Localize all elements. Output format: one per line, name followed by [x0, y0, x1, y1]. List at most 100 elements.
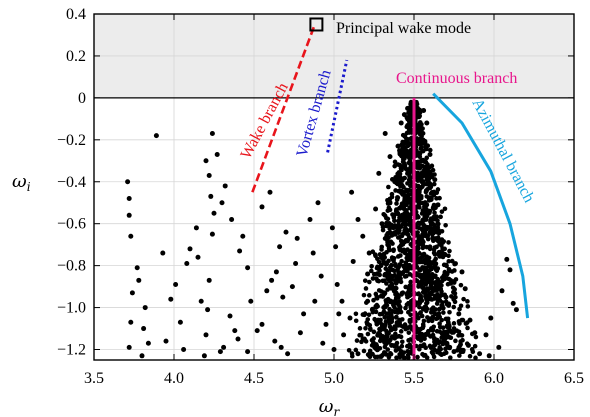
data-point [424, 188, 429, 194]
data-point [473, 355, 478, 361]
data-point [390, 232, 396, 237]
data-point [398, 204, 404, 209]
data-point [141, 326, 147, 332]
data-point [456, 319, 462, 324]
data-point [428, 264, 433, 269]
data-point [245, 349, 251, 355]
data-point [426, 180, 432, 186]
data-point [377, 333, 383, 339]
data-point [432, 236, 437, 241]
branch-vortex-branch [326, 59, 349, 153]
data-point [378, 327, 384, 333]
data-point [421, 182, 426, 188]
data-point [378, 293, 384, 299]
data-point [384, 220, 389, 226]
data-point [388, 298, 393, 304]
data-point [408, 312, 413, 318]
data-point [385, 319, 390, 324]
data-point [384, 303, 390, 308]
y-tick-label: 0.2 [66, 48, 86, 65]
y-tick-label: −1.0 [57, 300, 86, 317]
data-point [362, 278, 368, 283]
data-point [387, 200, 393, 206]
data-point [407, 153, 412, 158]
data-point [457, 342, 463, 348]
data-point [452, 268, 457, 273]
data-point [390, 241, 395, 246]
data-point [363, 339, 369, 344]
data-point [388, 274, 393, 280]
data-point [424, 166, 429, 172]
data-point [390, 256, 395, 262]
data-point [437, 306, 442, 312]
data-point [416, 141, 422, 147]
data-point [434, 229, 440, 235]
data-point [398, 238, 404, 244]
data-point [310, 250, 316, 256]
data-point [153, 133, 159, 139]
data-point [422, 304, 428, 310]
data-point [432, 347, 437, 353]
data-point [219, 200, 225, 206]
data-point [396, 333, 402, 339]
data-point [312, 298, 318, 304]
data-point [396, 170, 402, 175]
annotation-principal-wake-mode: Principal wake mode [336, 20, 471, 37]
data-point [206, 277, 212, 283]
data-point [357, 326, 363, 331]
data-point [445, 345, 451, 350]
data-point [386, 338, 391, 344]
data-point [294, 235, 300, 241]
data-point [446, 268, 452, 274]
data-point [386, 354, 392, 360]
data-point [401, 163, 406, 169]
data-point [424, 120, 430, 126]
data-point [416, 235, 422, 241]
data-point [403, 222, 408, 228]
data-point [278, 344, 284, 350]
data-point [447, 309, 452, 315]
data-point [382, 255, 387, 260]
data-point [424, 155, 429, 161]
y-tick-label: −0.8 [57, 258, 86, 275]
data-point [436, 311, 442, 316]
data-point [264, 288, 270, 294]
data-point [427, 184, 432, 190]
data-point [457, 306, 462, 312]
data-point [365, 321, 371, 327]
data-point [421, 318, 427, 324]
data-point [389, 281, 395, 286]
data-point [363, 286, 369, 291]
data-point [427, 246, 433, 252]
data-point [437, 324, 443, 330]
branch-azimuthal-branch [432, 92, 530, 319]
data-point [128, 319, 134, 325]
data-point [371, 271, 377, 277]
data-point [406, 143, 411, 148]
data-point [395, 323, 400, 328]
data-point [229, 217, 235, 223]
data-point [371, 336, 376, 341]
data-point [393, 315, 399, 320]
data-point [425, 224, 431, 230]
data-point [420, 173, 425, 179]
data-point [367, 279, 372, 285]
data-point [349, 351, 355, 356]
data-point [209, 231, 215, 237]
data-point [222, 183, 228, 189]
data-point [382, 340, 387, 345]
data-point [392, 159, 398, 165]
data-point [444, 323, 450, 329]
data-point [504, 256, 510, 262]
data-point [406, 257, 411, 263]
data-point [361, 292, 367, 298]
data-point [424, 202, 430, 207]
data-point [187, 246, 193, 252]
data-point [341, 332, 347, 338]
data-point [430, 221, 436, 227]
data-point [427, 290, 433, 296]
data-point [465, 304, 471, 309]
data-point [452, 291, 458, 296]
data-point [394, 180, 400, 186]
